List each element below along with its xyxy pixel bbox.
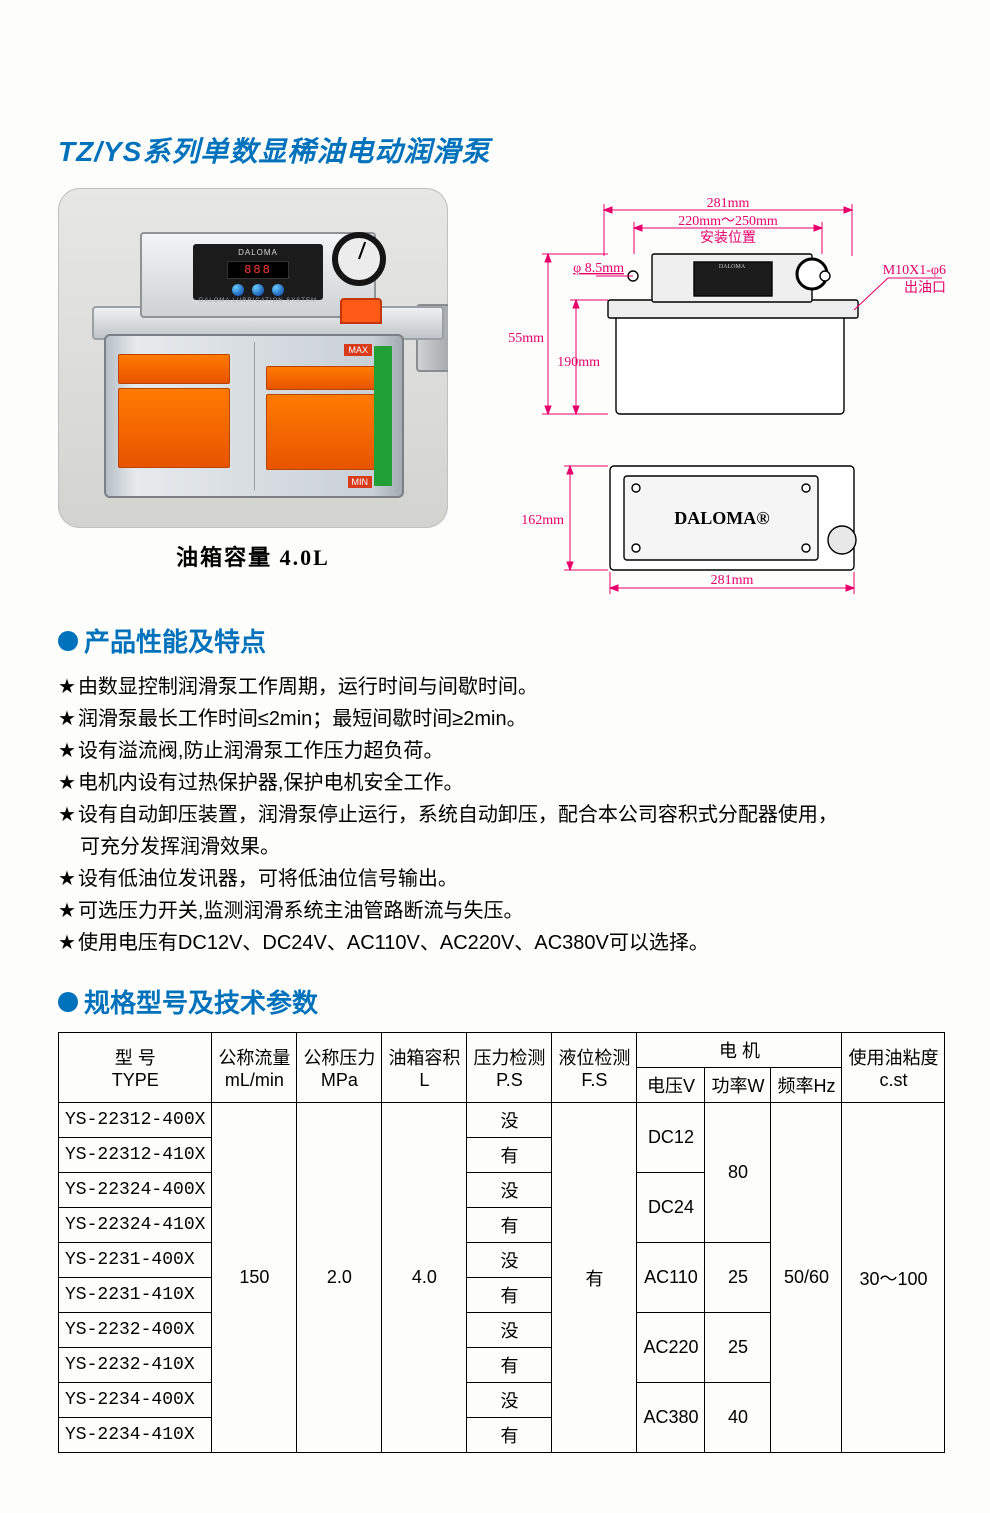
product-photo: DALOMA 888 DALOMA LUBRICATION SYSTEM (58, 188, 448, 528)
td-type: YS-2232-400X (59, 1313, 212, 1348)
td-power: 25 (705, 1313, 771, 1383)
td-volt: DC24 (637, 1173, 705, 1243)
dim-281b: 281mm (711, 573, 754, 588)
th-press-cn: 公称压力 (303, 1044, 375, 1070)
th-type-cn: 型 号 (65, 1044, 205, 1070)
td-type: YS-22324-410X (59, 1208, 212, 1243)
td-ps: 没 (467, 1313, 552, 1348)
td-volt: AC220 (637, 1313, 705, 1383)
td-volume: 4.0 (382, 1103, 467, 1453)
td-power: 40 (705, 1383, 771, 1453)
td-type: YS-22312-400X (59, 1103, 212, 1138)
feature-item: 设有自动卸压装置，润滑泵停止运行，系统自动卸压，配合本公司容积式分配器使用， (78, 799, 838, 831)
max-label: MAX (344, 344, 372, 356)
td-ps: 没 (467, 1103, 552, 1138)
td-flow: 150 (212, 1103, 297, 1453)
th-motor: 电 机 (637, 1033, 842, 1068)
td-fs: 有 (552, 1103, 637, 1453)
plan-logo: DALOMA® (674, 508, 769, 528)
feature-item: 设有溢流阀,防止润滑泵工作压力超负荷。 (78, 735, 444, 767)
feature-item-cont: 可充分发挥润滑效果。 (58, 831, 280, 863)
page-title: TZ/YS系列单数显稀油电动润滑泵 (58, 130, 932, 170)
th-flow-unit: mL/min (218, 1070, 290, 1091)
th-visc-unit: c.st (848, 1070, 938, 1091)
th-flow-cn: 公称流量 (218, 1044, 290, 1070)
dim-hole: φ 8.5mm (573, 261, 624, 276)
feature-item: 设有低油位发讯器，可将低油位信号输出。 (78, 863, 458, 895)
td-visc: 30～100 (842, 1103, 945, 1453)
top-row: DALOMA 888 DALOMA LUBRICATION SYSTEM (58, 188, 932, 598)
td-hz: 50/60 (771, 1103, 842, 1453)
td-volt: AC110 (637, 1243, 705, 1313)
td-ps: 没 (467, 1383, 552, 1418)
td-type: YS-2232-410X (59, 1348, 212, 1383)
th-motor-hz: 频率Hz (771, 1068, 842, 1103)
td-ps: 有 (467, 1138, 552, 1173)
td-type: YS-2231-400X (59, 1243, 212, 1278)
features-list: ★由数显控制润滑泵工作周期，运行时间与间歇时间。 ★润滑泵最长工作时间≤2min… (58, 671, 932, 959)
dim-162: 162mm (521, 513, 564, 528)
dim-outlet-label: 出油口 (904, 280, 946, 296)
dim-install: 安装位置 (700, 230, 756, 246)
th-press-unit: MPa (303, 1070, 375, 1091)
diagram-column: 281mm 220mm～250mm 安装位置 DALOMA (508, 188, 948, 598)
features-header: 产品性能及特点 (58, 622, 932, 659)
td-power: 25 (705, 1243, 771, 1313)
panel-digits: 888 (227, 261, 289, 279)
dim-190: 190mm (557, 355, 600, 370)
dim-281: 281mm (707, 196, 750, 211)
td-volt: AC380 (637, 1383, 705, 1453)
feature-item: 润滑泵最长工作时间≤2min；最短间歇时间≥2min。 (78, 703, 527, 735)
feature-item: 使用电压有DC12V、DC24V、AC110V、AC220V、AC380V可以选… (78, 927, 709, 959)
min-label: MIN (348, 476, 373, 488)
page: TZ/YS系列单数显稀油电动润滑泵 DALOMA 888 DALOMA LUBR… (0, 0, 990, 1513)
td-type: YS-2231-410X (59, 1278, 212, 1313)
th-motor-v: 电压V (637, 1068, 705, 1103)
dim-255: 255mm (508, 331, 544, 346)
th-vol-cn: 油箱容积 (388, 1044, 460, 1070)
specs-table: 型 号TYPE 公称流量mL/min 公称压力MPa 油箱容积L 压力检测P.S… (58, 1032, 945, 1453)
panel-brand: DALOMA (193, 244, 323, 257)
product-photo-column: DALOMA 888 DALOMA LUBRICATION SYSTEM (58, 188, 448, 572)
td-type: YS-2234-400X (59, 1383, 212, 1418)
td-pressure: 2.0 (297, 1103, 382, 1453)
th-fs-en: F.S (558, 1070, 630, 1091)
plan-view-diagram: DALOMA® 162mm (508, 448, 948, 598)
feature-item: 电机内设有过热保护器,保护电机安全工作。 (78, 767, 464, 799)
td-ps: 有 (467, 1418, 552, 1453)
th-motor-w: 功率W (705, 1068, 771, 1103)
dim-220-250: 220mm～250mm (678, 214, 778, 229)
td-type: YS-22312-410X (59, 1138, 212, 1173)
pressure-gauge-icon (332, 232, 386, 286)
specs-header: 规格型号及技术参数 (58, 983, 932, 1020)
front-view-diagram: 281mm 220mm～250mm 安装位置 DALOMA (508, 196, 948, 426)
th-ps-cn: 压力检测 (473, 1044, 545, 1070)
td-ps: 没 (467, 1243, 552, 1278)
td-type: YS-2234-410X (59, 1418, 212, 1453)
feature-item: 可选压力开关,监测润滑系统主油管路断流与失压。 (78, 895, 524, 927)
td-volt: DC12 (637, 1103, 705, 1173)
panel-footer: DALOMA LUBRICATION SYSTEM (193, 298, 323, 304)
td-power: 80 (705, 1103, 771, 1243)
th-visc-cn: 使用油粘度 (848, 1044, 938, 1070)
dim-outlet-thread: M10X1-φ6 (883, 263, 946, 278)
td-ps: 有 (467, 1278, 552, 1313)
td-type: YS-22324-400X (59, 1173, 212, 1208)
th-fs-cn: 液位检测 (558, 1044, 630, 1070)
td-ps: 有 (467, 1208, 552, 1243)
td-ps: 有 (467, 1348, 552, 1383)
th-type-en: TYPE (65, 1070, 205, 1091)
svg-text:DALOMA: DALOMA (719, 264, 746, 270)
td-ps: 没 (467, 1173, 552, 1208)
th-vol-unit: L (388, 1070, 460, 1091)
photo-caption: 油箱容量 4.0L (176, 540, 330, 572)
th-ps-en: P.S (473, 1070, 545, 1091)
feature-item: 由数显控制润滑泵工作周期，运行时间与间歇时间。 (78, 671, 538, 703)
